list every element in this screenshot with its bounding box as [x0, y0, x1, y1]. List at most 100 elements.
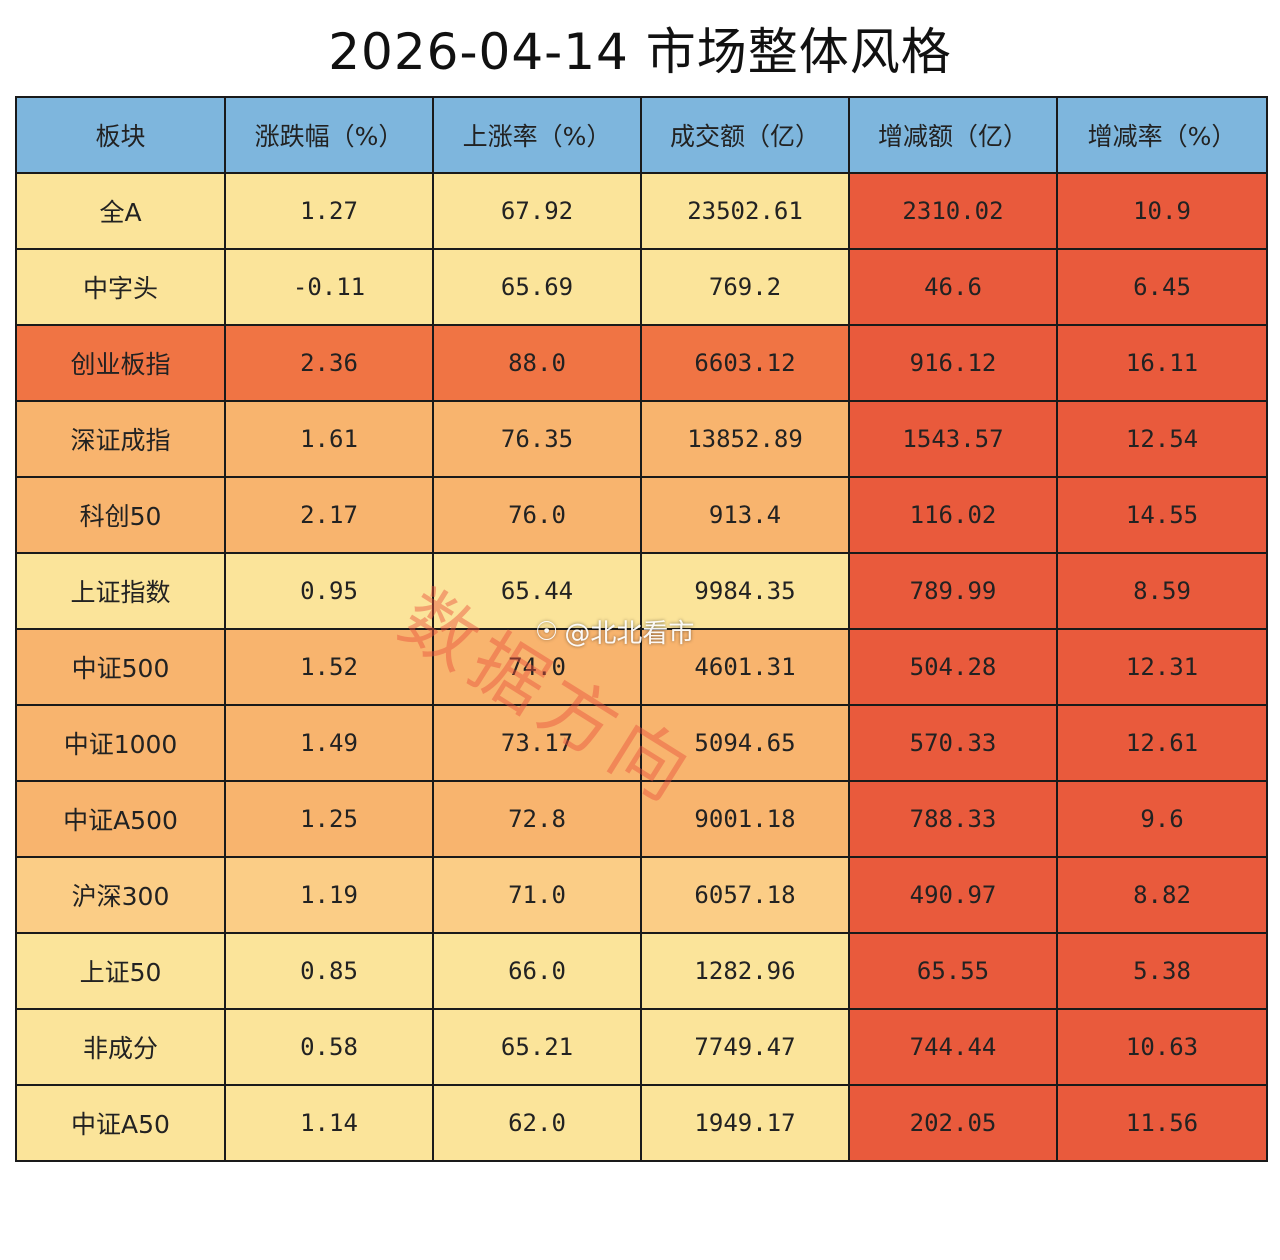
- table-cell: 65.44: [432, 552, 642, 630]
- table-cell: 6603.12: [640, 324, 850, 402]
- table-cell: 8.59: [1056, 552, 1268, 630]
- table-row: 中证A500 1.25 72.8 9001.18 788.33 9.6: [15, 780, 1268, 858]
- column-header: 板块: [15, 96, 226, 174]
- table-row: 沪深300 1.19 71.0 6057.18 490.97 8.82: [15, 856, 1268, 934]
- table-cell: 12.31: [1056, 628, 1268, 706]
- table-row: 深证成指 1.61 76.35 13852.89 1543.57 12.54: [15, 400, 1268, 478]
- table-cell: 71.0: [432, 856, 642, 934]
- table-cell: 2310.02: [848, 172, 1058, 250]
- table-row: 中证A50 1.14 62.0 1949.17 202.05 11.56: [15, 1084, 1268, 1162]
- table-row: 中证500 1.52 74.0 4601.31 504.28 12.31: [15, 628, 1268, 706]
- row-label: 深证成指: [15, 400, 226, 478]
- table-cell: 76.0: [432, 476, 642, 554]
- table-cell: 788.33: [848, 780, 1058, 858]
- table-cell: 0.58: [224, 1008, 434, 1086]
- row-label: 中证500: [15, 628, 226, 706]
- table-cell: 10.63: [1056, 1008, 1268, 1086]
- table-row: 非成分 0.58 65.21 7749.47 744.44 10.63: [15, 1008, 1268, 1086]
- table-cell: 73.17: [432, 704, 642, 782]
- table-cell: 504.28: [848, 628, 1058, 706]
- row-label: 上证50: [15, 932, 226, 1010]
- table-cell: 570.33: [848, 704, 1058, 782]
- table-cell: 23502.61: [640, 172, 850, 250]
- row-label: 上证指数: [15, 552, 226, 630]
- row-label: 中证1000: [15, 704, 226, 782]
- table-cell: 76.35: [432, 400, 642, 478]
- table-cell: 2.36: [224, 324, 434, 402]
- page-title: 2026-04-14 市场整体风格: [328, 23, 952, 81]
- row-label: 创业板指: [15, 324, 226, 402]
- table-cell: 9001.18: [640, 780, 850, 858]
- table-cell: 8.82: [1056, 856, 1268, 934]
- table-cell: 1.25: [224, 780, 434, 858]
- table-cell: 1.14: [224, 1084, 434, 1162]
- market-style-table: 板块 涨跌幅（%） 上涨率（%） 成交额（亿） 增减额（亿） 增减率（%） 全A…: [15, 96, 1268, 1162]
- table-cell: 67.92: [432, 172, 642, 250]
- table-cell: 6057.18: [640, 856, 850, 934]
- table-cell: 6.45: [1056, 248, 1268, 326]
- table-cell: 5.38: [1056, 932, 1268, 1010]
- row-label: 中字头: [15, 248, 226, 326]
- table-cell: 11.56: [1056, 1084, 1268, 1162]
- table-cell: 789.99: [848, 552, 1058, 630]
- table-cell: 1282.96: [640, 932, 850, 1010]
- table-cell: 9984.35: [640, 552, 850, 630]
- table-cell: 13852.89: [640, 400, 850, 478]
- table-cell: 66.0: [432, 932, 642, 1010]
- table-row: 全A 1.27 67.92 23502.61 2310.02 10.9: [15, 172, 1268, 250]
- table-cell: 916.12: [848, 324, 1058, 402]
- table-cell: 72.8: [432, 780, 642, 858]
- row-label: 全A: [15, 172, 226, 250]
- table-cell: 10.9: [1056, 172, 1268, 250]
- table-cell: 74.0: [432, 628, 642, 706]
- table-cell: 12.54: [1056, 400, 1268, 478]
- header-row: 板块 涨跌幅（%） 上涨率（%） 成交额（亿） 增减额（亿） 增减率（%）: [15, 96, 1268, 174]
- table-cell: 744.44: [848, 1008, 1058, 1086]
- table-cell: 7749.47: [640, 1008, 850, 1086]
- table-cell: 65.69: [432, 248, 642, 326]
- table-cell: 9.6: [1056, 780, 1268, 858]
- table-cell: 14.55: [1056, 476, 1268, 554]
- row-label: 科创50: [15, 476, 226, 554]
- table-cell: 88.0: [432, 324, 642, 402]
- row-label: 非成分: [15, 1008, 226, 1086]
- table-cell: 4601.31: [640, 628, 850, 706]
- table-cell: 0.95: [224, 552, 434, 630]
- table-cell: 1.27: [224, 172, 434, 250]
- table-cell: 46.6: [848, 248, 1058, 326]
- table-cell: 0.85: [224, 932, 434, 1010]
- table-cell: -0.11: [224, 248, 434, 326]
- table-row: 上证指数 0.95 65.44 9984.35 789.99 8.59: [15, 552, 1268, 630]
- table-row: 中字头 -0.11 65.69 769.2 46.6 6.45: [15, 248, 1268, 326]
- table-cell: 1.49: [224, 704, 434, 782]
- table-row: 中证1000 1.49 73.17 5094.65 570.33 12.61: [15, 704, 1268, 782]
- table-cell: 1.52: [224, 628, 434, 706]
- table-body: 全A 1.27 67.92 23502.61 2310.02 10.9 中字头 -0.11 65…: [15, 172, 1268, 1162]
- table-cell: 1949.17: [640, 1084, 850, 1162]
- column-header: 涨跌幅（%）: [224, 96, 434, 174]
- column-header: 增减率（%）: [1056, 96, 1268, 174]
- table-cell: 769.2: [640, 248, 850, 326]
- table-cell: 1.19: [224, 856, 434, 934]
- row-label: 中证A50: [15, 1084, 226, 1162]
- table-row: 创业板指 2.36 88.0 6603.12 916.12 16.11: [15, 324, 1268, 402]
- table-cell: 65.21: [432, 1008, 642, 1086]
- table-row: 科创50 2.17 76.0 913.4 116.02 14.55: [15, 476, 1268, 554]
- table-cell: 62.0: [432, 1084, 642, 1162]
- column-header: 增减额（亿）: [848, 96, 1058, 174]
- column-header: 成交额（亿）: [640, 96, 850, 174]
- table-cell: 202.05: [848, 1084, 1058, 1162]
- table-cell: 65.55: [848, 932, 1058, 1010]
- table-cell: 1.61: [224, 400, 434, 478]
- table-cell: 913.4: [640, 476, 850, 554]
- column-header: 上涨率（%）: [432, 96, 642, 174]
- table-cell: 1543.57: [848, 400, 1058, 478]
- table-row: 上证50 0.85 66.0 1282.96 65.55 5.38: [15, 932, 1268, 1010]
- table-cell: 16.11: [1056, 324, 1268, 402]
- table-cell: 12.61: [1056, 704, 1268, 782]
- table-cell: 5094.65: [640, 704, 850, 782]
- row-label: 中证A500: [15, 780, 226, 858]
- row-label: 沪深300: [15, 856, 226, 934]
- table-cell: 490.97: [848, 856, 1058, 934]
- table-cell: 116.02: [848, 476, 1058, 554]
